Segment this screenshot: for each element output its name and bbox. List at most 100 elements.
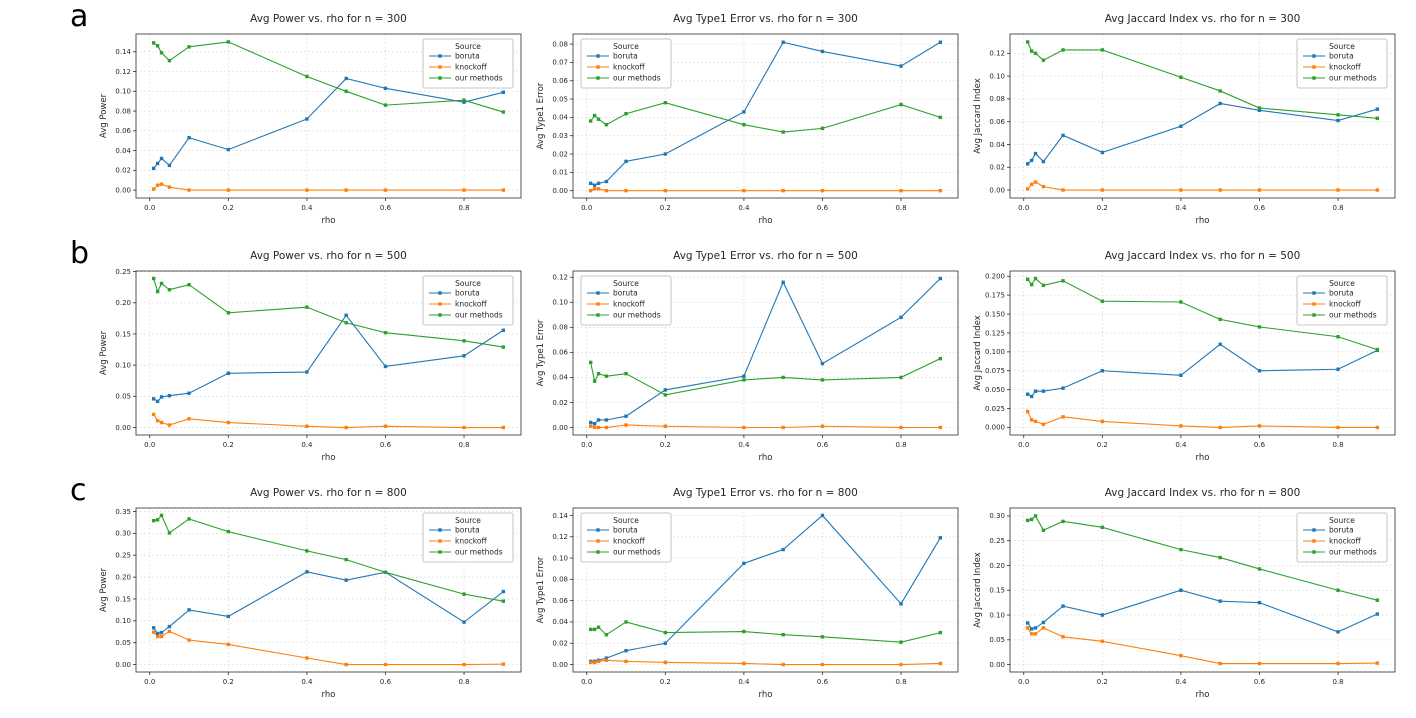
data-point-boruta <box>1029 394 1034 399</box>
legend-marker-boruta <box>438 291 442 295</box>
data-point-our-methods <box>1179 300 1183 304</box>
data-point-knockoff <box>1033 180 1038 184</box>
legend-title: Source <box>1329 516 1355 525</box>
data-point-knockoff <box>624 423 628 427</box>
legend-label-boruta: boruta <box>1329 289 1354 298</box>
chart-title: Avg Jaccard Index vs. rho for n = 500 <box>1105 250 1301 262</box>
legend-title: Source <box>1329 279 1355 288</box>
data-point-knockoff <box>1179 188 1183 192</box>
legend-marker-boruta <box>438 528 442 532</box>
data-point-our-methods <box>1100 48 1105 52</box>
legend-box <box>580 38 672 89</box>
y-axis-tick-label: 0.12 <box>552 533 568 541</box>
data-point-our-methods <box>592 113 597 118</box>
data-point-knockoff <box>1025 187 1030 191</box>
chart-avg-type1-error-n800: 0.0 0.2 0.4 0.6 0.8 0.00 0.02 0.04 0.06 0.08 0.10 0… <box>533 478 970 714</box>
data-point-boruta <box>1375 612 1380 616</box>
data-point-boruta <box>899 602 903 606</box>
legend-marker-our-methods <box>438 550 442 554</box>
legend-label-boruta: boruta <box>455 289 480 298</box>
y-axis-tick-label: 0.00 <box>989 186 1005 194</box>
plot-border <box>135 33 522 199</box>
series-line-our-methods <box>590 621 941 643</box>
y-axis-tick-label: 0.06 <box>552 77 568 85</box>
data-point-knockoff <box>167 629 172 634</box>
data-point-boruta <box>151 397 156 401</box>
data-point-knockoff <box>1041 422 1046 427</box>
data-point-our-methods <box>155 44 160 48</box>
y-axis-tick-label: 0.06 <box>115 127 131 135</box>
legend-label-boruta: boruta <box>613 526 638 535</box>
data-point-boruta <box>151 626 156 630</box>
y-axis-tick-label: 0.10 <box>989 72 1005 80</box>
data-point-boruta <box>596 181 601 186</box>
data-point-our-methods <box>1041 58 1046 62</box>
data-point-knockoff <box>1257 661 1262 666</box>
data-point-boruta <box>1179 588 1183 592</box>
data-point-knockoff <box>604 658 609 662</box>
data-point-our-methods <box>501 110 506 114</box>
data-point-boruta <box>1033 389 1038 393</box>
data-point-knockoff <box>588 424 593 428</box>
data-point-boruta <box>226 147 231 152</box>
legend-marker-our-methods <box>1312 76 1316 80</box>
data-point-our-methods <box>344 89 348 94</box>
data-point-our-methods <box>1100 525 1105 530</box>
y-axis-tick-label: 0.10 <box>552 554 568 562</box>
plot-border <box>572 33 959 199</box>
x-axis-tick-label: 0.2 <box>1097 678 1108 686</box>
data-point-knockoff <box>663 660 668 665</box>
data-point-boruta <box>663 641 668 645</box>
y-axis-tick-label: 0.04 <box>552 618 568 626</box>
chart-svg: 0.0 0.2 0.4 0.6 0.8 0.00 0.02 0.04 0.06 0.08 0.10 0… <box>536 487 959 700</box>
x-axis-tick-label: 0.8 <box>458 204 469 212</box>
figure-row-a: a 0.0 0.2 0.4 0.6 0.8 0.00 0.02 0.04 0.06 0.08 0.1… <box>70 2 1416 241</box>
data-point-our-methods <box>1029 517 1034 522</box>
data-point-knockoff <box>226 642 231 647</box>
x-axis-tick-label: 0.6 <box>817 204 829 212</box>
data-point-knockoff <box>596 187 601 191</box>
legend-marker-knockoff <box>596 539 600 543</box>
y-axis-tick-label: 0.02 <box>989 164 1005 172</box>
data-point-knockoff <box>781 662 785 667</box>
data-point-knockoff <box>663 188 668 193</box>
legend-marker-our-methods <box>1312 550 1316 554</box>
data-point-our-methods <box>226 311 231 315</box>
x-axis-tick-label: 0.2 <box>1097 204 1108 212</box>
y-axis-tick-label: 0.075 <box>985 367 1005 375</box>
y-axis-tick-label: 0.15 <box>989 587 1005 595</box>
legend-title: Source <box>613 516 639 525</box>
data-point-our-methods <box>938 115 943 120</box>
x-axis-tick-label: 0.0 <box>144 441 155 449</box>
y-axis-tick-label: 0.05 <box>115 639 131 647</box>
series-line-knockoff <box>153 630 504 666</box>
y-axis-label: Avg Jaccard Index <box>973 315 983 391</box>
data-point-boruta <box>624 414 628 418</box>
data-point-boruta <box>344 76 348 81</box>
data-point-boruta <box>1336 630 1340 634</box>
data-point-knockoff <box>383 188 388 192</box>
legend-title: Source <box>1329 42 1355 51</box>
y-axis-label: Avg Jaccard Index <box>973 552 983 628</box>
data-point-our-methods <box>1041 528 1046 532</box>
figure-row-b: b 0.0 0.2 0.4 0.6 0.8 0.00 0.05 0.10 0.15 0.20 0.2… <box>70 239 1416 478</box>
data-point-boruta <box>604 418 609 422</box>
x-axis-tick-label: 0.0 <box>581 678 592 686</box>
legend-label-our-methods: our methods <box>613 74 661 83</box>
data-point-boruta <box>899 64 903 68</box>
data-point-boruta <box>501 90 506 94</box>
y-axis-tick-label: 0.05 <box>552 95 568 103</box>
data-point-knockoff <box>462 188 466 192</box>
data-point-knockoff <box>1029 418 1034 422</box>
x-axis-label: rho <box>322 453 336 463</box>
y-axis-tick-label: 0.15 <box>115 330 131 338</box>
data-point-boruta <box>820 513 825 518</box>
data-point-our-methods <box>742 378 746 382</box>
data-point-knockoff <box>1033 632 1038 636</box>
data-point-our-methods <box>1025 277 1030 282</box>
data-point-boruta <box>742 374 746 378</box>
legend-label-knockoff: knockoff <box>455 537 487 546</box>
legend-label-boruta: boruta <box>613 52 638 61</box>
data-point-boruta <box>187 136 191 140</box>
